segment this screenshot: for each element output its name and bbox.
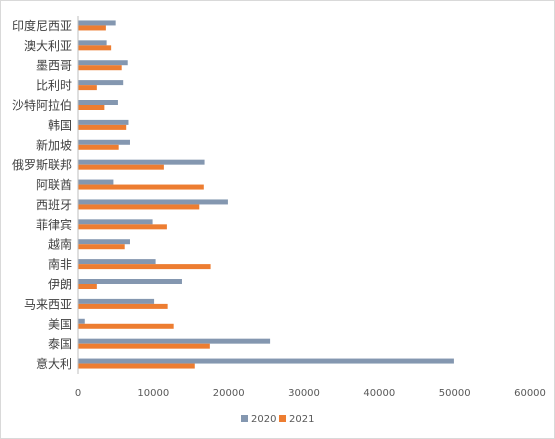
- legend-label: 2021: [289, 414, 314, 425]
- bar-2021-15: [78, 323, 174, 329]
- x-tick-label: 10000: [137, 388, 169, 399]
- x-tick-label: 50000: [439, 388, 471, 399]
- bar-2020-10: [78, 219, 153, 225]
- bar-2021-14: [78, 303, 168, 309]
- bar-2020-2: [78, 60, 128, 66]
- x-tick-label: 0: [75, 388, 81, 399]
- bar-2020-16: [78, 338, 271, 344]
- bar-2021-11: [78, 244, 125, 250]
- x-tick-label: 30000: [288, 388, 320, 399]
- category-labels: 印度尼西亚澳大利亚墨西哥比利时沙特阿拉伯韩国新加坡俄罗斯联邦阿联酋西班牙菲律宾越…: [12, 18, 72, 371]
- category-label: 意大利: [36, 356, 72, 371]
- category-label: 泰国: [48, 337, 72, 351]
- bar-2021-16: [78, 343, 210, 349]
- bar-2020-17: [78, 358, 454, 364]
- legend-swatch-2020: [241, 415, 248, 422]
- x-tick-label: 40000: [363, 388, 395, 399]
- category-label: 美国: [48, 317, 72, 331]
- bar-2021-4: [78, 105, 105, 110]
- category-label: 沙特阿拉伯: [12, 98, 72, 113]
- category-label: 新加坡: [36, 137, 72, 152]
- bar-2020-15: [78, 318, 85, 324]
- bar-2021-9: [78, 204, 200, 210]
- x-tick-labels: 0 10000 20000 30000 40000 50000 60000: [75, 388, 546, 399]
- x-tick-label: 60000: [514, 388, 546, 399]
- bar-2021-3: [78, 85, 97, 91]
- bar-2021-10: [78, 224, 167, 230]
- category-label: 澳大利亚: [24, 39, 72, 53]
- category-label: 菲律宾: [36, 217, 72, 232]
- bar-2020-6: [78, 139, 130, 145]
- bar-2020-4: [78, 100, 118, 105]
- bar-2021-5: [78, 124, 127, 130]
- bar-2020-8: [78, 179, 114, 185]
- bar-2020-1: [78, 40, 107, 46]
- category-label: 墨西哥: [36, 59, 72, 73]
- bar-2021-6: [78, 144, 119, 150]
- category-label: 西班牙: [36, 198, 72, 212]
- category-label: 阿联酋: [36, 177, 72, 192]
- category-label: 俄罗斯联邦: [12, 158, 72, 172]
- bar-2020-0: [78, 20, 116, 26]
- category-label: 比利时: [36, 79, 72, 93]
- bar-2021-0: [78, 25, 106, 31]
- legend-label: 2020: [251, 414, 276, 425]
- bar-2020-14: [78, 298, 155, 304]
- bar-2021-13: [78, 284, 97, 289]
- bar-2020-9: [78, 199, 228, 205]
- bar-2021-8: [78, 184, 204, 190]
- bar-2020-7: [78, 159, 205, 165]
- bar-2020-5: [78, 119, 129, 125]
- x-tick-label: 20000: [213, 388, 245, 399]
- category-label: 马来西亚: [24, 297, 72, 311]
- category-label: 南非: [48, 257, 72, 272]
- bars-group: [78, 20, 454, 369]
- bar-2021-12: [78, 264, 211, 270]
- bar-2021-2: [78, 65, 122, 71]
- category-label: 越南: [48, 237, 72, 252]
- category-label: 伊朗: [48, 278, 72, 292]
- category-label: 印度尼西亚: [12, 18, 72, 33]
- legend-swatch-2021: [279, 415, 286, 422]
- bar-2020-12: [78, 259, 156, 265]
- category-label: 韩国: [48, 117, 72, 132]
- bar-2020-3: [78, 80, 124, 86]
- bar-2020-13: [78, 279, 182, 284]
- bar-2021-7: [78, 164, 164, 170]
- bar-2021-17: [78, 363, 195, 369]
- legend: 2020 2021: [241, 414, 314, 425]
- bar-2021-1: [78, 45, 112, 51]
- bar-2020-11: [78, 239, 130, 245]
